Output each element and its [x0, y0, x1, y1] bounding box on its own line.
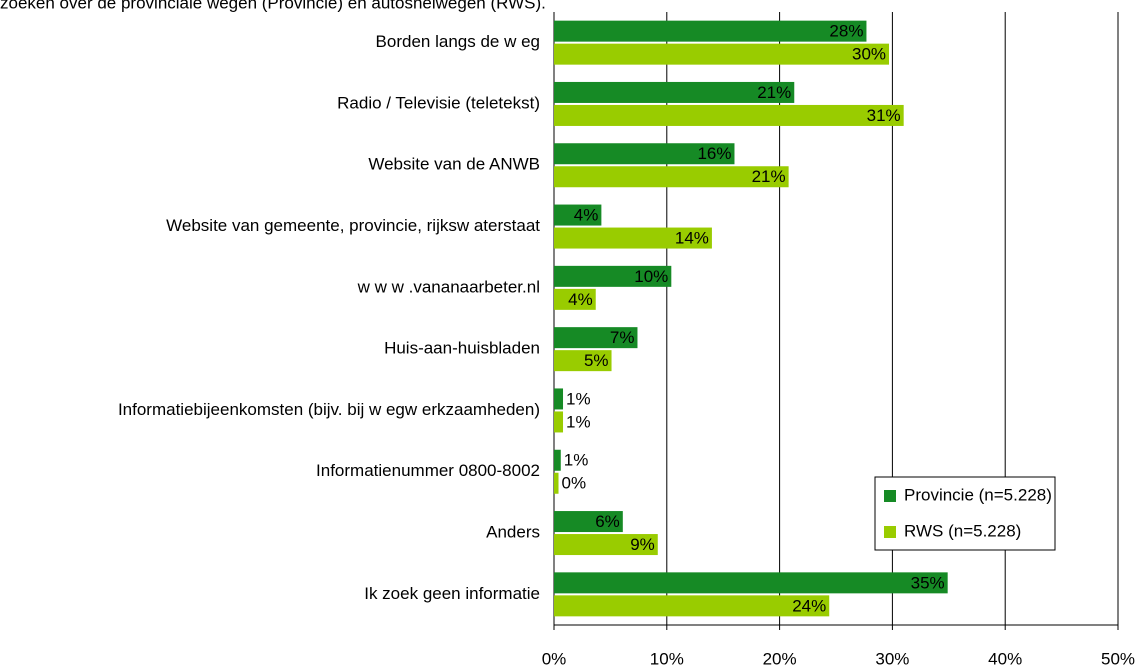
data-label: 9%	[630, 535, 655, 554]
bar	[554, 81, 795, 103]
bar	[554, 104, 904, 126]
data-label: 10%	[634, 267, 668, 286]
data-label: 24%	[792, 596, 826, 615]
bar	[554, 388, 564, 410]
y-tick-label: Anders	[486, 523, 540, 542]
data-label: 28%	[829, 22, 863, 41]
chart-title: zoeken over de provinciale wegen (Provin…	[0, 0, 546, 12]
y-tick-label: w w w .vananaarbeter.nl	[357, 277, 540, 296]
bar	[554, 227, 712, 249]
legend-label: RWS (n=5.228)	[904, 521, 1021, 540]
data-label: 21%	[752, 167, 786, 186]
data-label: 1%	[566, 389, 591, 408]
data-label: 21%	[757, 83, 791, 102]
y-tick-label: Borden langs de w eg	[376, 32, 540, 51]
legend-swatch	[884, 490, 896, 502]
data-label: 30%	[852, 45, 886, 64]
x-tick-label: 0%	[542, 649, 567, 666]
y-tick-label: Website van gemeente, provincie, rijksw …	[166, 216, 540, 235]
bar	[554, 327, 638, 349]
legend-label: Provincie (n=5.228)	[904, 485, 1052, 504]
data-label: 7%	[610, 328, 635, 347]
y-tick-label: Informatienummer 0800-8002	[316, 461, 540, 480]
data-label: 1%	[564, 451, 589, 470]
data-label: 6%	[595, 512, 620, 531]
bar	[554, 511, 623, 533]
data-label: 0%	[562, 474, 587, 493]
data-label: 5%	[584, 351, 609, 370]
bar	[554, 449, 561, 471]
bar	[554, 472, 559, 494]
bar	[554, 288, 596, 310]
y-tick-label: Radio / Televisie (teletekst)	[337, 93, 540, 112]
data-label: 14%	[675, 229, 709, 248]
bar	[554, 572, 948, 594]
bar	[554, 204, 602, 226]
legend-swatch	[884, 526, 896, 538]
y-tick-label: Ik zoek geen informatie	[364, 584, 540, 603]
bar	[554, 350, 612, 372]
x-tick-label: 40%	[988, 649, 1022, 666]
bar	[554, 534, 658, 556]
bar	[554, 595, 830, 617]
x-tick-label: 30%	[875, 649, 909, 666]
bar	[554, 265, 672, 287]
bar	[554, 166, 789, 188]
x-tick-label: 50%	[1101, 649, 1135, 666]
bar	[554, 20, 867, 42]
data-label: 31%	[867, 106, 901, 125]
data-label: 4%	[568, 290, 593, 309]
data-label: 35%	[911, 573, 945, 592]
data-label: 1%	[566, 412, 591, 431]
y-tick-label: Website van de ANWB	[368, 155, 540, 174]
data-label: 16%	[697, 144, 731, 163]
bar	[554, 411, 564, 433]
bar	[554, 143, 735, 165]
data-label: 4%	[574, 206, 599, 225]
x-tick-label: 10%	[650, 649, 684, 666]
legend-box	[874, 476, 1056, 551]
bar	[554, 43, 890, 65]
y-tick-label: Huis-aan-huisbladen	[384, 339, 540, 358]
x-tick-label: 20%	[763, 649, 797, 666]
y-tick-label: Informatiebijeenkomsten (bijv. bij w egw…	[118, 400, 540, 419]
